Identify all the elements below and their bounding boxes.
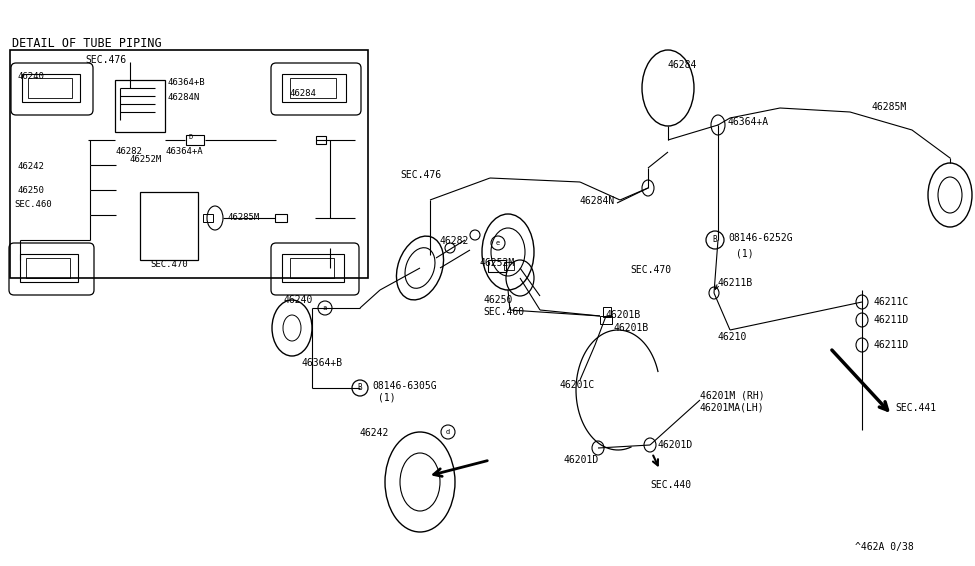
Text: B: B: [713, 235, 718, 245]
Text: 46282: 46282: [440, 236, 469, 246]
Text: SEC.441: SEC.441: [895, 403, 936, 413]
Text: 46201D: 46201D: [658, 440, 693, 450]
Bar: [22, 74, 80, 102]
Text: 46252M: 46252M: [480, 258, 515, 268]
Bar: [115, 80, 165, 132]
Text: 46250: 46250: [483, 295, 513, 305]
Text: SEC.470: SEC.470: [630, 265, 671, 275]
Bar: [140, 192, 198, 260]
Bar: [282, 254, 344, 282]
Bar: [275, 214, 287, 222]
Text: 46211D: 46211D: [874, 315, 910, 325]
Bar: [603, 307, 611, 317]
Text: 46364+A: 46364+A: [728, 117, 769, 127]
Bar: [203, 214, 213, 222]
Text: (1): (1): [378, 393, 396, 403]
Text: 46210: 46210: [718, 332, 748, 342]
Text: 46284: 46284: [290, 89, 317, 98]
Text: 46284: 46284: [667, 60, 696, 70]
Text: SEC.476: SEC.476: [85, 55, 126, 65]
Bar: [26, 258, 70, 278]
Text: 46240: 46240: [18, 72, 45, 81]
Text: 46284N: 46284N: [168, 93, 200, 102]
Text: d: d: [446, 429, 450, 435]
Bar: [488, 260, 506, 272]
Text: ^462A 0/38: ^462A 0/38: [855, 542, 914, 552]
Text: 46282: 46282: [115, 147, 142, 156]
Text: 46201B: 46201B: [613, 323, 648, 333]
Text: 46240: 46240: [283, 295, 312, 305]
Bar: [600, 316, 612, 324]
Bar: [186, 135, 204, 145]
Text: 46364+B: 46364+B: [168, 78, 206, 87]
Text: 46252M: 46252M: [130, 155, 162, 164]
Text: 46364+A: 46364+A: [165, 147, 203, 156]
Text: 46285M: 46285M: [872, 102, 908, 112]
Text: D: D: [189, 134, 193, 140]
Text: SEC.460: SEC.460: [14, 200, 52, 209]
Text: SEC.440: SEC.440: [650, 480, 691, 490]
Bar: [10, 50, 368, 278]
Text: 46242: 46242: [360, 428, 389, 438]
Text: 46250: 46250: [18, 186, 45, 195]
Text: 46364+B: 46364+B: [302, 358, 343, 368]
Text: 08146-6252G: 08146-6252G: [728, 233, 793, 243]
Text: 46211D: 46211D: [874, 340, 910, 350]
Bar: [290, 78, 336, 98]
Text: SEC.476: SEC.476: [400, 170, 441, 180]
Text: 46201MA(LH): 46201MA(LH): [700, 403, 764, 413]
Bar: [290, 258, 334, 278]
Text: SEC.460: SEC.460: [483, 307, 525, 317]
Bar: [282, 74, 346, 102]
Text: SEC.470: SEC.470: [150, 260, 187, 269]
Text: 46201B: 46201B: [605, 310, 641, 320]
Text: DETAIL OF TUBE PIPING: DETAIL OF TUBE PIPING: [12, 37, 162, 50]
Text: 08146-6305G: 08146-6305G: [372, 381, 437, 391]
Bar: [28, 78, 72, 98]
Text: 46201M (RH): 46201M (RH): [700, 390, 764, 400]
Bar: [20, 254, 78, 282]
Text: B: B: [358, 384, 363, 392]
Text: 46285M: 46285M: [228, 213, 260, 222]
Text: 46284N: 46284N: [580, 196, 615, 206]
Text: 46242: 46242: [18, 162, 45, 171]
Bar: [316, 136, 326, 144]
Text: 46211B: 46211B: [718, 278, 754, 288]
Text: a: a: [323, 305, 328, 311]
Text: e: e: [496, 240, 500, 246]
Text: 46211C: 46211C: [874, 297, 910, 307]
Bar: [504, 262, 514, 270]
Text: (1): (1): [736, 248, 754, 258]
Text: 46201D: 46201D: [564, 455, 600, 465]
Text: 46201C: 46201C: [560, 380, 596, 390]
